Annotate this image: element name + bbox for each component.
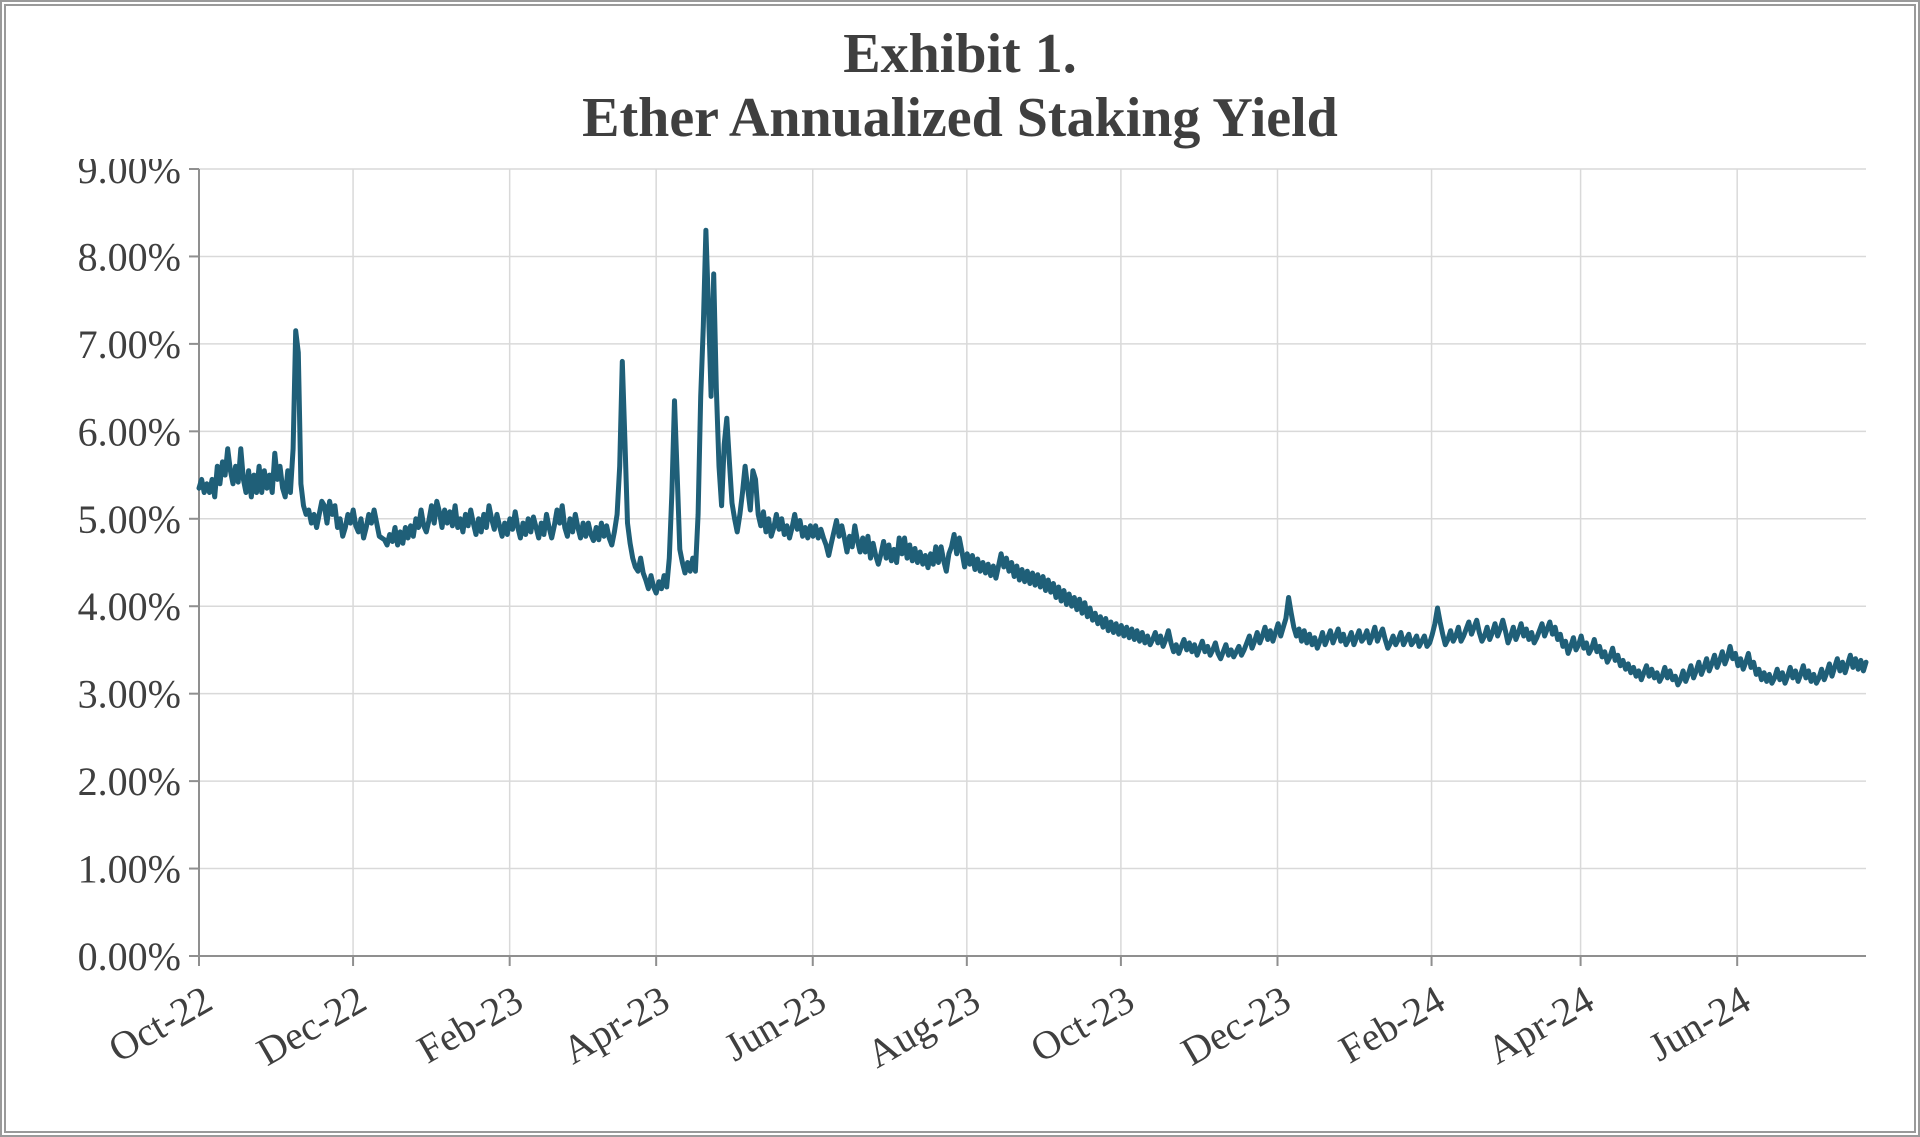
y-axis-tick-label: 0.00% [78, 934, 181, 979]
x-axis-tick-label: Oct-22 [101, 976, 220, 1071]
y-axis-tick-label: 6.00% [78, 409, 181, 454]
chart-plot-area: 0.00% 1.00% 2.00% 3.00% 4.00% 5.00% 6.00% 7.00%… [24, 159, 1896, 1106]
line-chart-svg: 0.00% 1.00% 2.00% 3.00% 4.00% 5.00% 6.00% 7.00%… [24, 159, 1896, 1106]
chart-title-line2: Ether Annualized Staking Yield [24, 86, 1896, 150]
x-axis-tick-label: Dec-22 [249, 976, 373, 1074]
chart-frame: Exhibit 1. Ether Annualized Staking Yiel… [0, 0, 1920, 1137]
x-axis-tick-label: Dec-23 [1174, 976, 1298, 1074]
y-axis-tick-label: 9.00% [78, 159, 181, 192]
x-axis-tick-label: Oct-23 [1023, 976, 1142, 1071]
chart-title-block: Exhibit 1. Ether Annualized Staking Yiel… [24, 22, 1896, 151]
y-axis-tick-label: 7.00% [78, 322, 181, 367]
x-axis-tick-label: Aug-23 [859, 976, 987, 1076]
y-axis-tick-label: 3.00% [78, 671, 181, 716]
y-axis-tick-label: 8.00% [78, 234, 181, 279]
x-axis-tick-label: Feb-23 [410, 976, 531, 1072]
y-axis-tick-label: 2.00% [78, 759, 181, 804]
x-axis-tick-label: Apr-24 [1479, 976, 1601, 1072]
x-axis-tick-label: Jun-24 [1641, 976, 1758, 1069]
x-axis-tick-label: Apr-23 [555, 976, 677, 1072]
chart-title-line1: Exhibit 1. [24, 22, 1896, 86]
y-axis-tick-label: 5.00% [78, 497, 181, 542]
y-axis-tick-label: 4.00% [78, 584, 181, 629]
x-axis-tick-label: Feb-24 [1331, 976, 1452, 1072]
y-axis-tick-label: 1.00% [78, 846, 181, 891]
x-axis-tick-label: Jun-23 [716, 976, 833, 1069]
